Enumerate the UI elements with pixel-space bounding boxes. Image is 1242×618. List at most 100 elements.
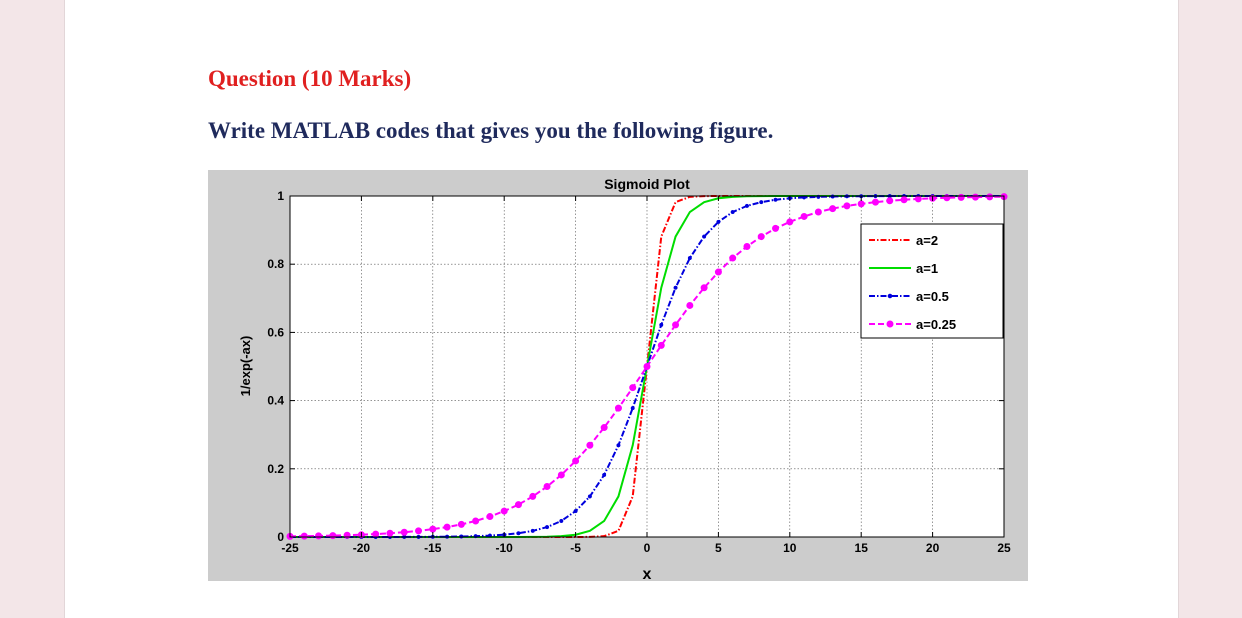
data-point bbox=[559, 518, 564, 524]
y-tick-label: 0 bbox=[277, 530, 284, 544]
data-point bbox=[629, 384, 637, 392]
data-point bbox=[957, 193, 965, 201]
data-point bbox=[744, 203, 750, 208]
legend-marker bbox=[886, 320, 894, 328]
data-point bbox=[400, 528, 408, 536]
legend-label: a=0.25 bbox=[916, 317, 956, 332]
data-point bbox=[443, 523, 451, 531]
y-tick-label: 1 bbox=[277, 189, 284, 203]
data-point bbox=[757, 233, 765, 241]
chart-svg: -25 -20 -15 -10 -5 0 5 10 15 20 25 0 0.2 0.4 0.6 0.8 1 S… bbox=[208, 170, 1028, 583]
data-point bbox=[786, 218, 794, 226]
data-point bbox=[557, 471, 565, 479]
data-point bbox=[516, 531, 521, 536]
data-point bbox=[543, 483, 551, 491]
data-point bbox=[986, 193, 994, 201]
x-tick-label: -5 bbox=[570, 541, 581, 555]
x-tick-label: -15 bbox=[424, 541, 442, 555]
data-point bbox=[486, 513, 494, 521]
data-point bbox=[700, 284, 708, 292]
data-point bbox=[329, 532, 337, 540]
data-point bbox=[600, 424, 608, 432]
x-tick-label: -20 bbox=[353, 541, 371, 555]
data-point bbox=[459, 534, 464, 539]
data-point bbox=[614, 404, 622, 412]
data-point bbox=[429, 525, 437, 533]
data-point bbox=[857, 200, 865, 208]
y-tick-label: 0.8 bbox=[267, 257, 284, 271]
data-point bbox=[616, 443, 621, 448]
data-point bbox=[586, 441, 594, 449]
data-point bbox=[315, 532, 323, 540]
y-tick-label: 0.6 bbox=[267, 325, 284, 339]
x-tick-label: 0 bbox=[644, 541, 651, 555]
data-point bbox=[500, 507, 508, 515]
data-point bbox=[657, 341, 665, 349]
chart-legend: a=2 a=1 a=0.5 a=0.25 bbox=[860, 223, 1004, 339]
series-a=0.25 bbox=[286, 193, 1008, 540]
data-point bbox=[672, 321, 680, 329]
data-point bbox=[544, 525, 550, 530]
data-point bbox=[772, 224, 780, 232]
legend-marker bbox=[887, 293, 893, 299]
data-point bbox=[814, 208, 822, 216]
data-point bbox=[686, 301, 694, 309]
data-point bbox=[602, 472, 607, 477]
x-tick-label: 25 bbox=[997, 541, 1011, 555]
data-point bbox=[730, 209, 735, 215]
data-point bbox=[587, 494, 592, 499]
data-point bbox=[886, 197, 894, 205]
y-tick-label: 0.2 bbox=[267, 462, 284, 476]
question-title: Question (10 Marks) bbox=[208, 66, 412, 91]
question-instruction: Write MATLAB codes that gives you the fo… bbox=[208, 118, 774, 143]
data-point bbox=[659, 322, 664, 327]
x-tick-label: 10 bbox=[783, 541, 797, 555]
data-point bbox=[871, 198, 879, 206]
data-point bbox=[800, 212, 808, 220]
legend-label: a=1 bbox=[916, 261, 938, 276]
x-axis-label: x bbox=[643, 566, 652, 581]
legend-label: a=2 bbox=[916, 233, 938, 248]
data-point bbox=[729, 254, 737, 262]
x-tick-label: 5 bbox=[715, 541, 722, 555]
data-point bbox=[415, 527, 423, 535]
data-point bbox=[687, 256, 692, 261]
x-tick-label: -10 bbox=[496, 541, 514, 555]
data-point bbox=[743, 242, 751, 250]
data-point bbox=[530, 528, 535, 533]
data-point bbox=[716, 219, 721, 224]
data-point bbox=[773, 197, 778, 202]
data-point bbox=[759, 200, 764, 205]
y-axis-label: 1/exp(-ax) bbox=[238, 336, 253, 397]
data-point bbox=[673, 285, 678, 290]
data-point bbox=[300, 532, 308, 540]
x-tick-label: 20 bbox=[926, 541, 940, 555]
data-point bbox=[457, 520, 465, 528]
data-point bbox=[830, 194, 835, 199]
axis-ticks: -25 -20 -15 -10 -5 0 5 10 15 20 25 0 0.2 0.4 0.6 0.8 1 bbox=[267, 189, 1011, 555]
data-point bbox=[572, 457, 580, 465]
data-point bbox=[472, 517, 480, 525]
y-tick-label: 0.4 bbox=[267, 394, 284, 408]
data-point bbox=[372, 530, 380, 538]
x-tick-label: 15 bbox=[855, 541, 869, 555]
data-point bbox=[386, 529, 394, 537]
data-point bbox=[643, 363, 651, 370]
data-point bbox=[529, 492, 537, 500]
data-point bbox=[843, 202, 851, 210]
document-page: Question (10 Marks) Write MATLAB codes t… bbox=[64, 0, 1179, 618]
legend-label: a=0.5 bbox=[916, 289, 949, 304]
data-point bbox=[971, 193, 979, 201]
data-point bbox=[702, 234, 707, 239]
data-point bbox=[573, 509, 578, 514]
sigmoid-figure: -25 -20 -15 -10 -5 0 5 10 15 20 25 0 0.2 0.4 0.6 0.8 1 S… bbox=[208, 170, 1028, 583]
data-point bbox=[714, 268, 722, 276]
data-point bbox=[829, 205, 837, 213]
chart-title: Sigmoid Plot bbox=[604, 176, 690, 192]
data-point bbox=[630, 406, 635, 411]
data-point bbox=[900, 196, 908, 204]
data-point bbox=[914, 195, 922, 203]
data-point bbox=[514, 501, 522, 509]
legend-box bbox=[860, 223, 1004, 339]
x-tick-label: -25 bbox=[281, 541, 299, 555]
